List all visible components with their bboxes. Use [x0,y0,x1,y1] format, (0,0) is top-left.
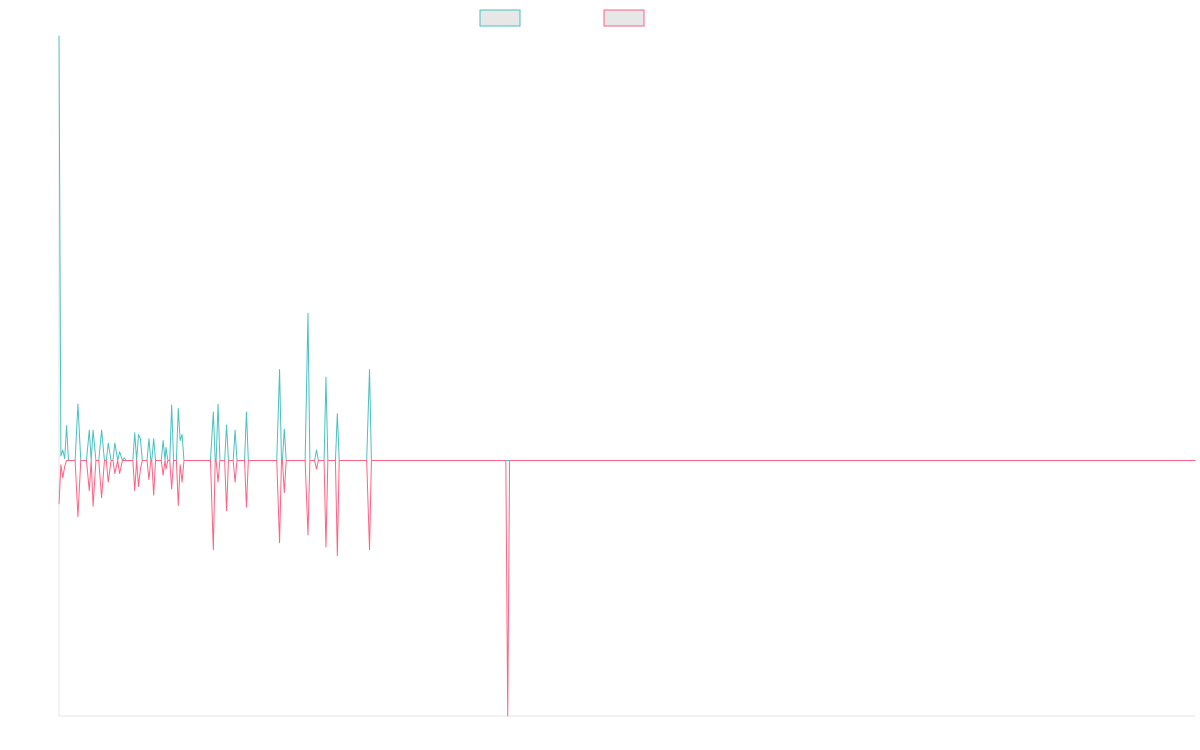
legend[interactable] [479,9,645,27]
axes [58,36,1195,717]
legend-swatch-1[interactable] [479,9,521,27]
legend-item-2[interactable] [603,9,645,27]
legend-swatch-2[interactable] [603,9,645,27]
legend-item-1[interactable] [479,9,521,27]
series-layer [58,35,1196,717]
series-line-2 [58,459,1196,717]
series-line-1 [58,35,1196,461]
